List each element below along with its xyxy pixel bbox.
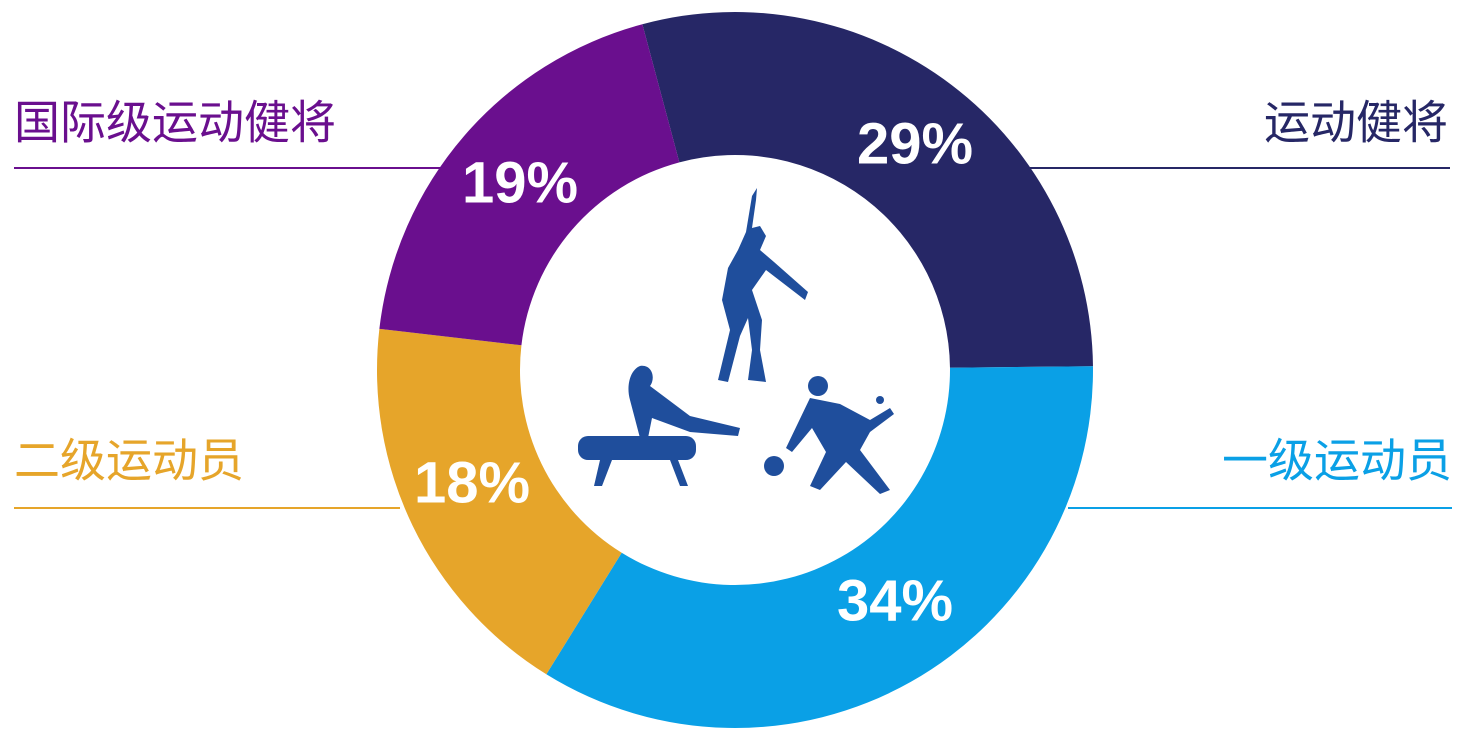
category-label: 国际级运动健将: [14, 96, 336, 150]
value-label: 34%: [837, 568, 953, 633]
athlete-icons: [578, 188, 894, 494]
category-label: 一级运动员: [1222, 434, 1452, 488]
donut-slice: [377, 328, 622, 675]
labels: 运动健将 29% 一级运动员 34% 二级运动员 18% 国际级运动健将 19%: [14, 96, 1452, 633]
pommel-athlete-icon: [628, 365, 740, 438]
donut-slice: [379, 24, 680, 346]
tt-ball-icon: [764, 456, 784, 476]
gymnast-icon: [718, 188, 808, 382]
value-label: 18%: [414, 450, 530, 515]
tt-head-icon: [808, 376, 828, 396]
category-label: 二级运动员: [14, 434, 244, 488]
donut-slice: [642, 12, 1093, 368]
donut-slice: [546, 366, 1093, 728]
pommel-legs-icon: [594, 460, 688, 486]
donut: [377, 12, 1093, 728]
value-label: 19%: [462, 150, 578, 215]
tt-player-icon: [786, 398, 894, 494]
pommel-horse-icon: [578, 436, 696, 460]
tt-ball-small-icon: [876, 396, 884, 404]
value-label: 29%: [857, 111, 973, 176]
category-label: 运动健将: [1264, 96, 1448, 150]
